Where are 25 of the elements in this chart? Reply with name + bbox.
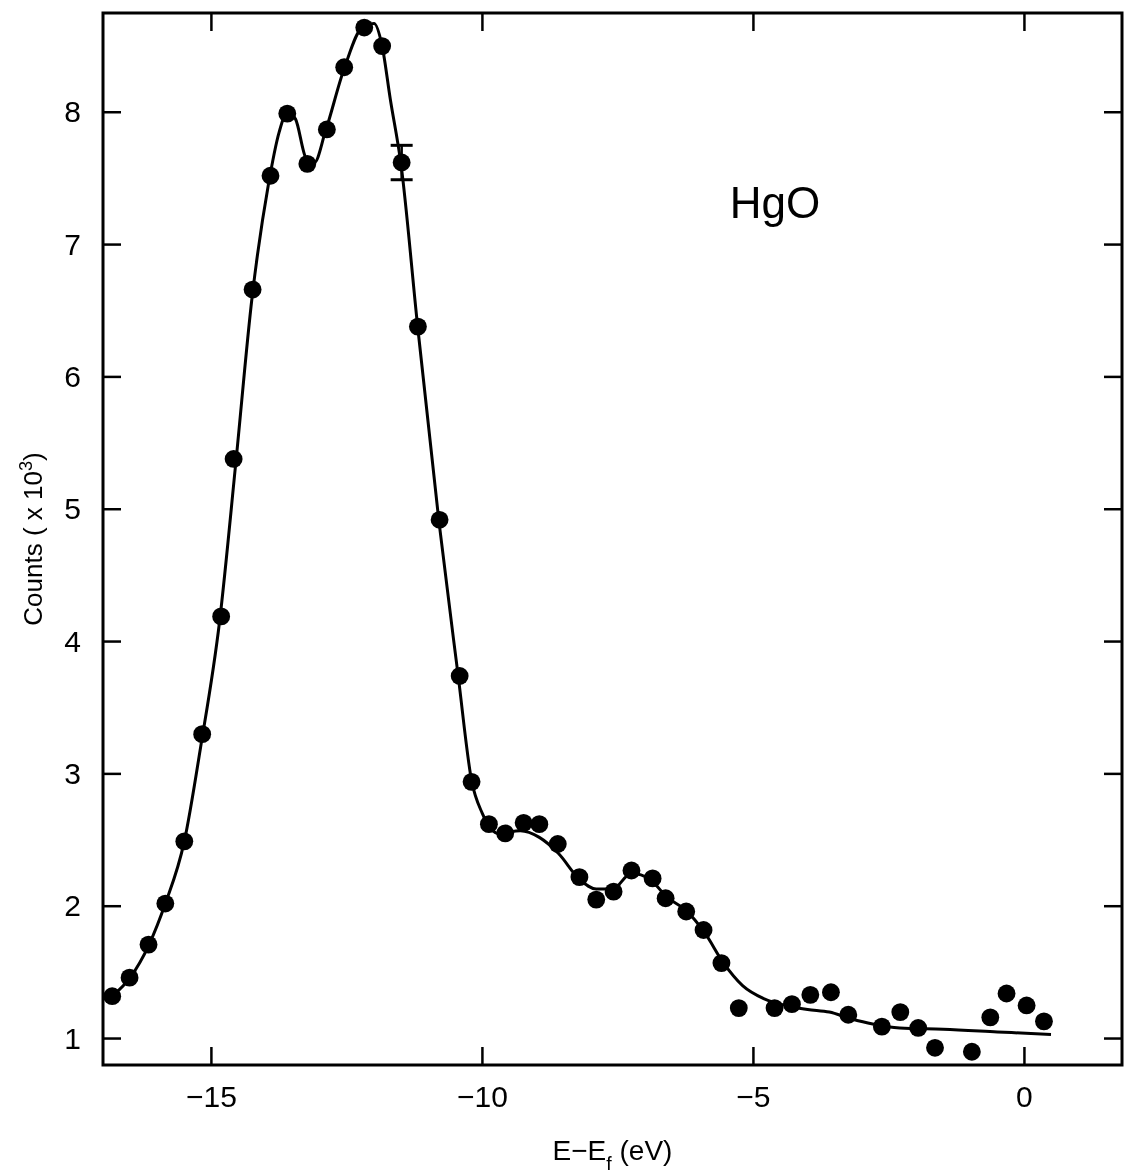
y-tick-label: 1: [64, 1021, 81, 1055]
x-tick-label: −5: [736, 1080, 771, 1113]
y-tick-label: 3: [64, 756, 81, 790]
point: [587, 890, 606, 909]
y-tick-label: 7: [64, 227, 81, 261]
point: [1035, 1012, 1053, 1031]
point: [801, 985, 820, 1004]
x-tick-label: −10: [456, 1080, 508, 1113]
y-tick-label: 5: [64, 492, 81, 526]
point: [530, 815, 549, 834]
y-tick-label: 2: [64, 889, 81, 923]
point: [962, 1042, 981, 1061]
y-tick-label: 4: [64, 624, 81, 658]
point: [981, 1008, 1000, 1027]
point: [729, 999, 748, 1017]
point: [926, 1038, 944, 1057]
x-tick-label: 0: [1016, 1080, 1033, 1113]
y-tick-label: 8: [64, 95, 81, 129]
point: [1017, 996, 1036, 1015]
y-tick-label: 6: [64, 359, 81, 393]
x-tick-label: −15: [185, 1080, 237, 1113]
annotation: HgO: [729, 178, 821, 227]
point: [891, 1003, 910, 1021]
point: [822, 983, 840, 1002]
point: [997, 984, 1016, 1003]
